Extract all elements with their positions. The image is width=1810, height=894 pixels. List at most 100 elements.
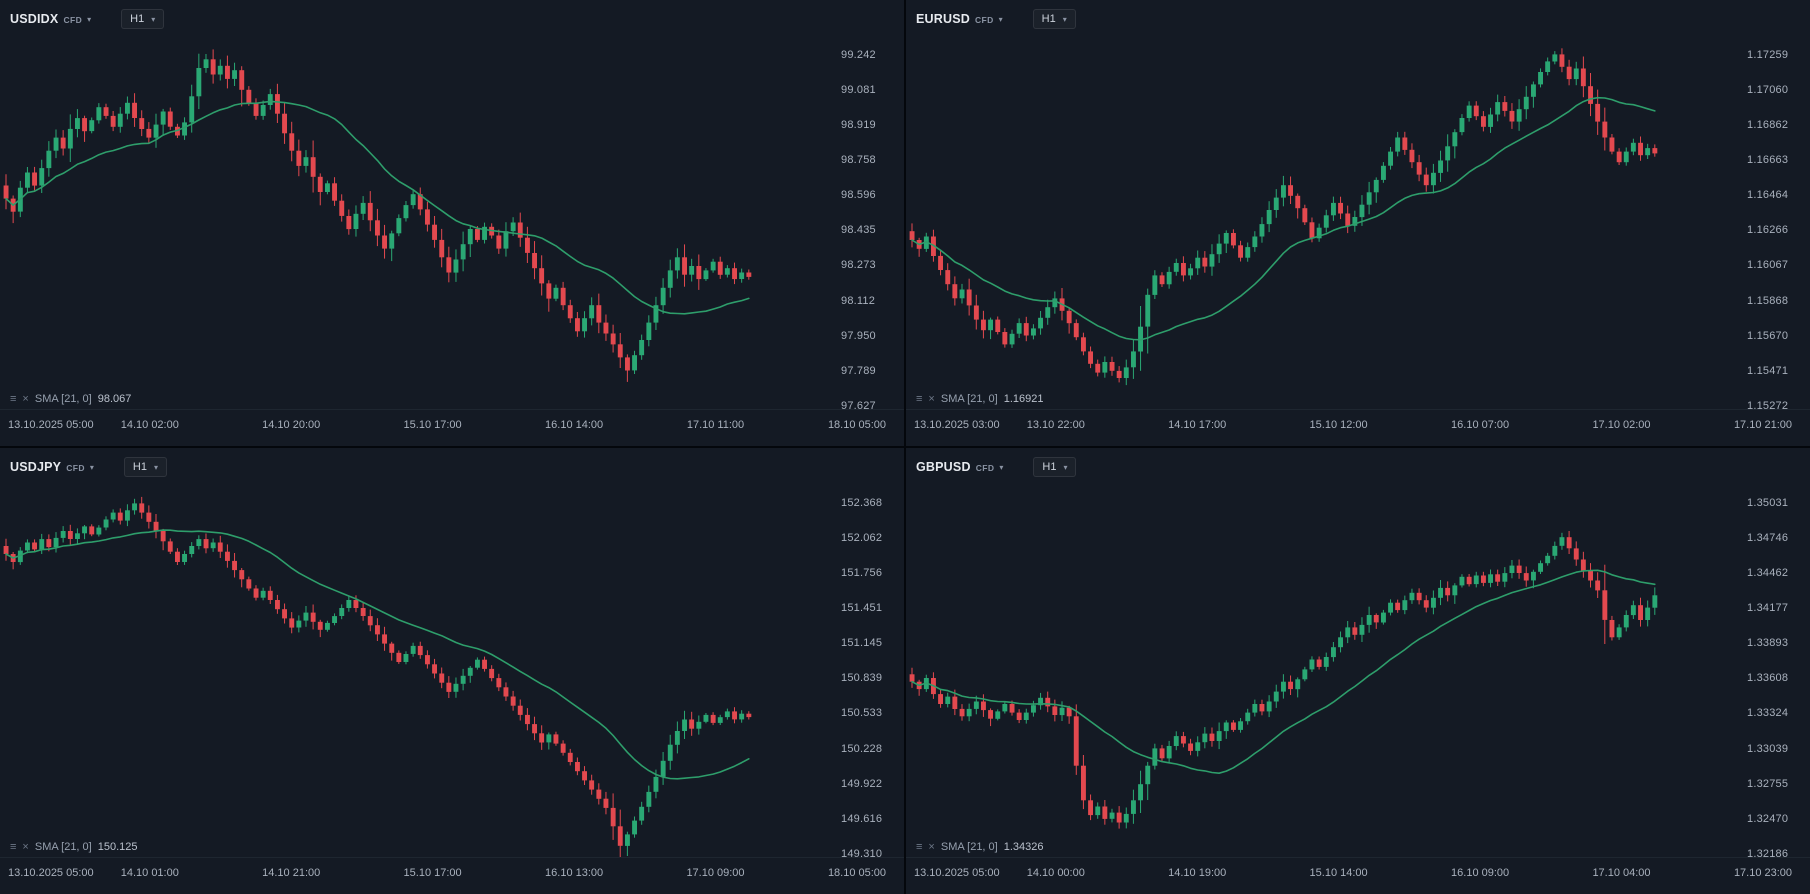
time-axis[interactable]: 13.10.2025 05:00 14.10 01:00 14.10 21:00 15… — [0, 857, 904, 894]
chart-panel-eurusd: 1.17259 1.17060 1.16862 1.16663 1.16464 1.162… — [906, 0, 1810, 446]
price-axis-label: 151.451 — [841, 601, 883, 614]
chart-panel-gbpusd: 1.35031 1.34746 1.34462 1.34177 1.33893 1.336… — [906, 448, 1810, 894]
time-axis-label: 14.10 00:00 — [1026, 867, 1085, 879]
price-axis-label: 1.32186 — [1747, 847, 1789, 860]
price-axis-label: 1.16067 — [1747, 259, 1789, 272]
price-axis-label: 152.062 — [841, 531, 883, 544]
price-axis-label: 1.16464 — [1747, 189, 1789, 202]
price-axis-label: 99.242 — [841, 48, 876, 61]
time-axis-label: 14.10 21:00 — [262, 867, 321, 879]
timeframe-selector[interactable]: H1 ▾ — [1033, 457, 1077, 477]
symbol-label: USDJPY — [10, 460, 62, 474]
time-axis-label: 17.10 02:00 — [1592, 419, 1651, 431]
price-axis-label: 1.33608 — [1747, 672, 1789, 685]
price-axis-label: 1.35031 — [1747, 496, 1789, 509]
indicator-remove-icon[interactable]: × — [22, 840, 29, 853]
time-axis-label: 14.10 19:00 — [1168, 867, 1227, 879]
symbol-label: USDIDX — [10, 12, 59, 26]
time-axis-label: 13.10 22:00 — [1026, 419, 1085, 431]
time-axis[interactable]: 13.10.2025 05:00 14.10 02:00 14.10 20:00 15… — [0, 409, 904, 446]
timeframe-label: H1 — [130, 13, 145, 25]
symbol-selector[interactable]: USDJPY CFD ▾ — [10, 460, 94, 474]
price-axis-label: 151.145 — [841, 637, 883, 650]
time-axis-label: 13.10.2025 03:00 — [914, 419, 1000, 431]
price-axis-label: 1.34462 — [1747, 566, 1789, 579]
chart-header: EURUSD CFD ▾ H1 ▾ — [916, 9, 1076, 29]
indicator-legend: ≡ × SMA [21, 0] 98.067 — [10, 393, 131, 405]
timeframe-selector[interactable]: H1 ▾ — [123, 457, 167, 477]
chevron-down-icon: ▾ — [999, 462, 1004, 472]
timeframe-selector[interactable]: H1 ▾ — [1032, 9, 1076, 29]
price-axis-label: 98.435 — [841, 224, 876, 237]
time-axis-label: 16.10 13:00 — [545, 867, 604, 879]
indicator-settings-icon[interactable]: ≡ — [10, 840, 17, 853]
indicator-remove-icon[interactable]: × — [22, 392, 29, 405]
chart-canvas[interactable] — [0, 0, 832, 410]
price-axis-label: 98.919 — [841, 118, 876, 131]
price-axis[interactable]: 1.35031 1.34746 1.34462 1.34177 1.33893 1.336… — [1738, 448, 1810, 860]
indicator-remove-icon[interactable]: × — [928, 392, 935, 405]
time-axis-label: 17.10 04:00 — [1592, 867, 1651, 879]
timeframe-label: H1 — [132, 461, 147, 473]
symbol-label: EURUSD — [916, 12, 970, 26]
timeframe-label: H1 — [1041, 13, 1056, 25]
price-axis-label: 1.32755 — [1747, 777, 1789, 790]
indicator-label: SMA [21, 0] — [940, 841, 998, 853]
time-axis-label: 14.10 01:00 — [120, 867, 179, 879]
chart-canvas[interactable] — [0, 448, 832, 858]
chevron-down-icon: ▾ — [998, 14, 1003, 24]
time-axis-label: 16.10 07:00 — [1451, 419, 1510, 431]
time-axis-label: 13.10.2025 05:00 — [914, 867, 1000, 879]
price-axis-label: 1.33893 — [1747, 637, 1789, 650]
price-axis-label: 150.533 — [841, 707, 883, 720]
chevron-down-icon: ▾ — [151, 14, 156, 24]
symbol-selector[interactable]: GBPUSD CFD ▾ — [916, 460, 1003, 474]
time-axis-label: 13.10.2025 05:00 — [8, 867, 94, 879]
timeframe-selector[interactable]: H1 ▾ — [121, 9, 165, 29]
symbol-selector[interactable]: USDIDX CFD ▾ — [10, 12, 91, 26]
price-axis[interactable]: 1.17259 1.17060 1.16862 1.16663 1.16464 1.162… — [1738, 0, 1810, 412]
price-axis-label: 98.273 — [841, 259, 876, 272]
price-axis-label: 99.081 — [841, 83, 876, 96]
price-axis-label: 1.15272 — [1747, 399, 1789, 412]
price-axis-label: 151.756 — [841, 566, 883, 579]
indicator-settings-icon[interactable]: ≡ — [10, 392, 17, 405]
time-axis-label: 16.10 09:00 — [1451, 867, 1510, 879]
symbol-label: GBPUSD — [916, 460, 971, 474]
chart-canvas[interactable] — [906, 0, 1738, 410]
time-axis[interactable]: 13.10.2025 05:00 14.10 00:00 14.10 19:00 15… — [906, 857, 1810, 894]
time-axis-label: 14.10 17:00 — [1168, 419, 1227, 431]
price-axis[interactable]: 99.242 99.081 98.919 98.758 98.596 98.435 98.2… — [832, 0, 904, 412]
price-axis[interactable]: 152.368 152.062 151.756 151.451 151.145 150.8… — [832, 448, 904, 860]
indicator-label: SMA [21, 0] — [940, 393, 998, 405]
time-axis-label: 15.10 17:00 — [403, 867, 462, 879]
indicator-value: 98.067 — [97, 393, 132, 405]
indicator-settings-icon[interactable]: ≡ — [916, 840, 923, 853]
chart-canvas[interactable] — [906, 448, 1738, 858]
time-axis-label: 15.10 17:00 — [403, 419, 462, 431]
chart-panel-usdjpy: 152.368 152.062 151.756 151.451 151.145 150.8… — [0, 448, 904, 894]
symbol-selector[interactable]: EURUSD CFD ▾ — [916, 12, 1003, 26]
price-axis-label: 1.15868 — [1747, 294, 1789, 307]
indicator-remove-icon[interactable]: × — [928, 840, 935, 853]
time-axis[interactable]: 13.10.2025 03:00 13.10 22:00 14.10 17:00 15… — [906, 409, 1810, 446]
chevron-down-icon: ▾ — [153, 462, 158, 472]
chart-header: USDIDX CFD ▾ H1 ▾ — [10, 9, 165, 29]
time-axis-label: 18.10 05:00 — [827, 867, 887, 879]
time-axis-label: 17.10 21:00 — [1733, 419, 1793, 431]
price-axis-label: 1.33039 — [1747, 742, 1789, 755]
price-axis-label: 149.616 — [841, 812, 883, 825]
indicator-legend: ≡ × SMA [21, 0] 150.125 — [10, 841, 138, 853]
indicator-value: 1.34326 — [1003, 841, 1044, 853]
indicator-settings-icon[interactable]: ≡ — [916, 392, 923, 405]
indicator-label: SMA [21, 0] — [34, 393, 92, 405]
price-axis-label: 1.34177 — [1747, 601, 1789, 614]
chevron-down-icon: ▾ — [87, 14, 92, 24]
time-axis-label: 15.10 14:00 — [1309, 867, 1368, 879]
timeframe-label: H1 — [1042, 461, 1057, 473]
indicator-legend: ≡ × SMA [21, 0] 1.34326 — [916, 841, 1044, 853]
chevron-down-icon: ▾ — [1063, 462, 1068, 472]
instrument-type-badge: CFD — [66, 463, 85, 473]
price-axis-label: 1.32470 — [1747, 812, 1789, 825]
price-axis-label: 149.922 — [841, 777, 883, 790]
